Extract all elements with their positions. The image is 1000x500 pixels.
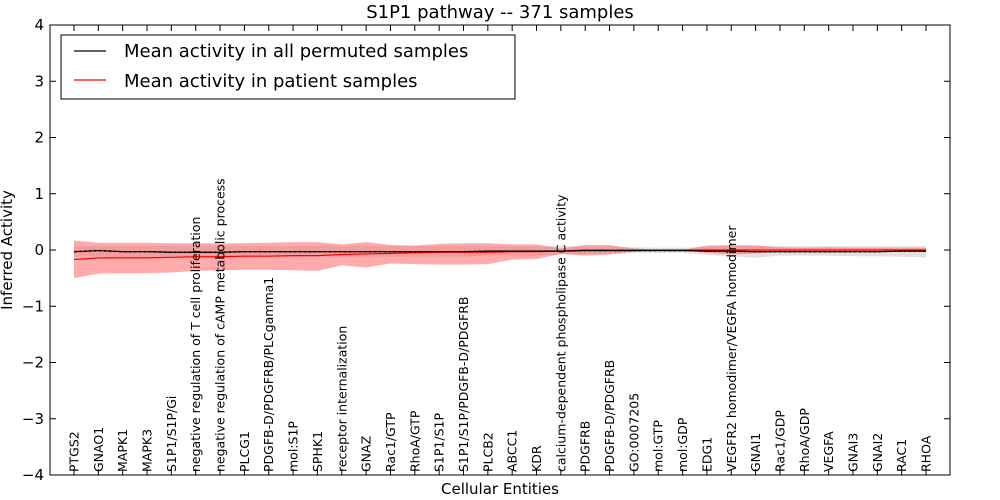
y-axis-label: Inferred Activity — [0, 190, 16, 310]
x-tick-label: MAPK3 — [140, 429, 155, 472]
x-tick-label: mol:GDP — [675, 417, 690, 472]
y-tick-label: −3 — [22, 410, 44, 428]
x-tick-label: KDR — [529, 445, 544, 472]
y-tick-label: −1 — [22, 297, 44, 315]
x-tick-label: GNAO1 — [91, 427, 106, 472]
legend-label-permuted: Mean activity in all permuted samples — [124, 41, 468, 62]
x-tick-label: Rac1/GTP — [383, 412, 398, 472]
x-tick-label: RhoA/GTP — [407, 410, 422, 472]
x-tick-label: S1P1/S1P/Gi — [164, 396, 179, 472]
y-tick-label: −4 — [22, 466, 44, 484]
x-tick-label: calcium-dependent phospholipase C activi… — [553, 194, 568, 472]
x-tick-label: ABCC1 — [505, 430, 520, 472]
x-tick-label: RAC1 — [894, 439, 909, 472]
x-tick-label: receptor internalization — [334, 326, 349, 472]
x-tick-label: GNAI2 — [870, 433, 885, 472]
x-tick-label: PTGS2 — [67, 431, 82, 472]
x-tick-label: S1P1/S1P — [432, 413, 447, 472]
x-tick-label: Rac1/GDP — [772, 410, 787, 472]
x-tick-label: mol:S1P — [286, 421, 301, 472]
series-lines — [73, 249, 926, 261]
x-tick-label: PDGFB-D/PDGFRB/PLCgamma1 — [261, 277, 276, 472]
x-tick-label: mol:GTP — [651, 420, 666, 472]
x-tick-label: SPHK1 — [310, 431, 325, 472]
x-tick-label: EDG1 — [699, 437, 714, 472]
x-tick-label: GNAI1 — [748, 433, 763, 472]
x-tick-label: PDGFB-D/PDGFRB — [602, 360, 617, 472]
y-tick-label: 1 — [34, 185, 44, 203]
x-tick-label: negative regulation of T cell proliferat… — [188, 217, 203, 472]
x-tick-label: VEGFR2 homodimer/VEGFA homodimer — [724, 225, 739, 472]
legend: Mean activity in all permuted samples Me… — [60, 34, 516, 100]
x-tick-label: VEGFA — [821, 431, 836, 472]
x-tick-label: RhoA/GDP — [797, 408, 812, 472]
y-tick-label: 2 — [34, 129, 44, 147]
x-tick-label: PLCB2 — [480, 432, 495, 472]
x-tick-label: GNAI3 — [845, 433, 860, 472]
x-tick-label: S1P1/S1P/PDGFB-D/PDGFRB — [456, 297, 471, 473]
x-tick-label: PLCG1 — [237, 431, 252, 472]
legend-box — [60, 34, 516, 100]
x-tick-label: MAPK1 — [115, 429, 130, 472]
y-axis: 4 3 2 1 0 −1 −2 −3 −4 — [22, 16, 950, 484]
chart-title: S1P1 pathway -- 371 samples — [366, 2, 634, 23]
y-tick-label: −2 — [22, 354, 44, 372]
legend-label-patient: Mean activity in patient samples — [124, 71, 418, 92]
x-tick-label: GO:0007205 — [626, 393, 641, 472]
patient-mean-line — [73, 249, 926, 261]
permuted-mean-line — [73, 249, 926, 253]
y-tick-label: 4 — [34, 16, 44, 34]
y-tick-label: 0 — [34, 241, 44, 259]
x-axis-label: Cellular Entities — [441, 480, 559, 498]
x-tick-label: PDGFRB — [578, 421, 593, 472]
x-tick-label: RHOA — [919, 435, 934, 472]
x-tick-label: negative regulation of cAMP metabolic pr… — [213, 178, 228, 472]
y-tick-label: 3 — [34, 72, 44, 90]
x-tick-label: GNAZ — [359, 436, 374, 472]
x-axis: PTGS2 GNAO1 MAPK1 MAPK3 S1P1/S1P/Gi negative … — [67, 25, 934, 475]
